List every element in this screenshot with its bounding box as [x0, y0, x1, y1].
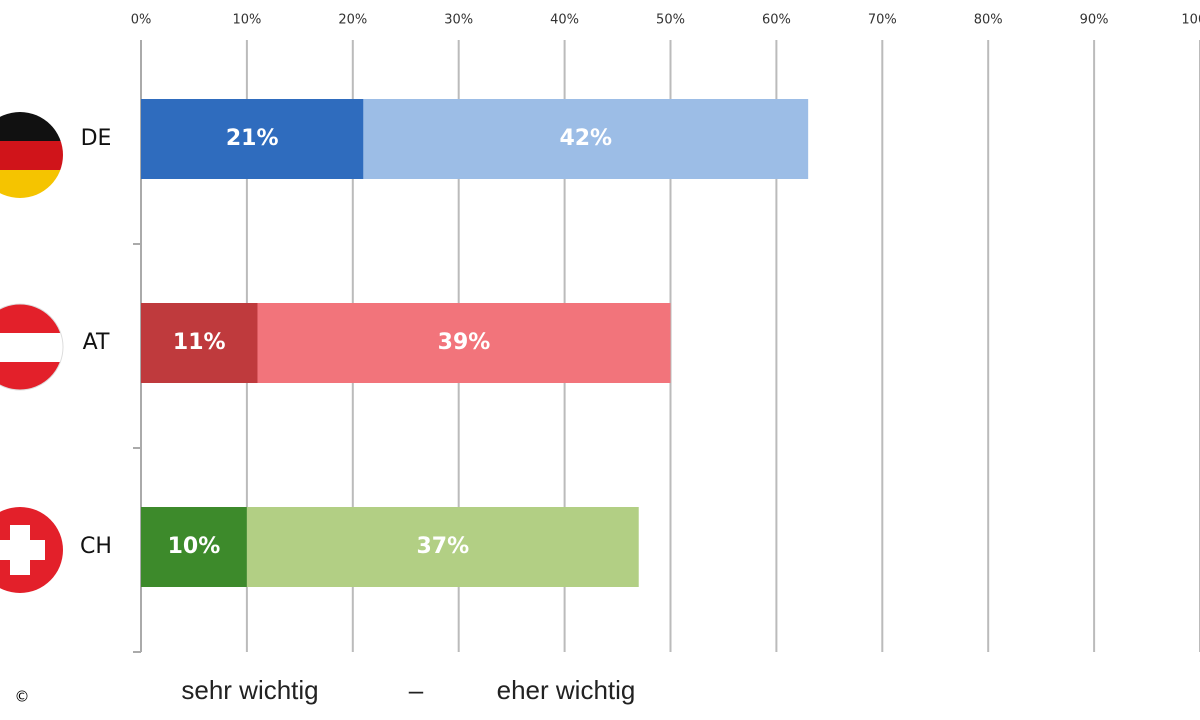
bar-segment — [141, 303, 258, 383]
y-tick-label: AT — [83, 330, 110, 355]
value-label: 39% — [438, 330, 491, 355]
x-tick-label: 50% — [656, 13, 685, 28]
bar-segment — [141, 99, 364, 179]
value-label: 10% — [168, 534, 221, 559]
value-label: 11% — [173, 330, 226, 355]
y-tick-label: DE — [81, 126, 112, 151]
value-label: 21% — [226, 126, 279, 151]
x-tick-label: 0% — [131, 13, 152, 28]
x-tick-label: 30% — [444, 13, 473, 28]
flags — [0, 112, 64, 593]
x-tick-label: 10% — [232, 13, 261, 28]
x-tick-label: 80% — [974, 13, 1003, 28]
x-tick-label: 100% — [1181, 13, 1200, 28]
bar-segment — [363, 99, 809, 179]
bar-segment — [257, 303, 671, 383]
x-tick-label: 40% — [550, 13, 579, 28]
x-tick-label: 90% — [1080, 13, 1109, 28]
value-label: 37% — [416, 534, 469, 559]
flag-de — [0, 112, 63, 198]
copyright: © — [15, 688, 30, 706]
value-label: 42% — [559, 126, 612, 151]
x-tick-label: 60% — [762, 13, 791, 28]
flag-at — [0, 304, 63, 390]
x-tick-label: 20% — [338, 13, 367, 28]
bar-segment — [141, 507, 247, 587]
y-tick-label: CH — [80, 534, 112, 559]
flag-ch — [0, 507, 63, 593]
x-tick-label: 70% — [868, 13, 897, 28]
legend-label: sehr wichtig — [181, 675, 318, 705]
legend-separator: – — [409, 675, 424, 705]
bar-segment — [246, 507, 639, 587]
legend-label: eher wichtig — [497, 675, 636, 705]
